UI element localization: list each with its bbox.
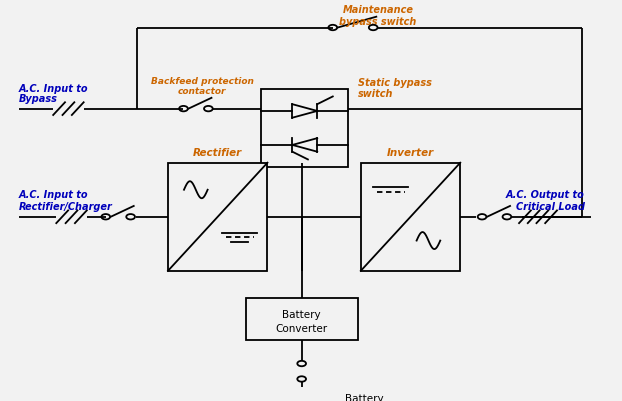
Text: switch: switch — [358, 89, 393, 99]
Text: Inverter: Inverter — [387, 148, 434, 158]
Text: Bypass: Bypass — [19, 93, 57, 103]
Text: Rectifier/Charger: Rectifier/Charger — [19, 201, 113, 211]
Text: Converter: Converter — [276, 324, 328, 334]
Text: Static bypass: Static bypass — [358, 78, 432, 88]
Text: Rectifier: Rectifier — [193, 148, 243, 158]
Bar — [361, 163, 460, 271]
Text: Maintenance
bypass switch: Maintenance bypass switch — [339, 5, 417, 26]
Text: A.C. Input to: A.C. Input to — [19, 84, 88, 94]
Text: A.C. Output to: A.C. Output to — [506, 190, 585, 200]
Bar — [246, 298, 358, 340]
Bar — [168, 163, 267, 271]
Text: contactor: contactor — [178, 87, 226, 96]
Bar — [261, 90, 348, 167]
Text: Critical Load: Critical Load — [516, 201, 585, 211]
Text: A.C. Input to: A.C. Input to — [19, 190, 88, 200]
Text: Battery: Battery — [345, 393, 384, 401]
Text: Battery: Battery — [282, 309, 321, 319]
Text: Backfeed protection: Backfeed protection — [151, 77, 254, 86]
